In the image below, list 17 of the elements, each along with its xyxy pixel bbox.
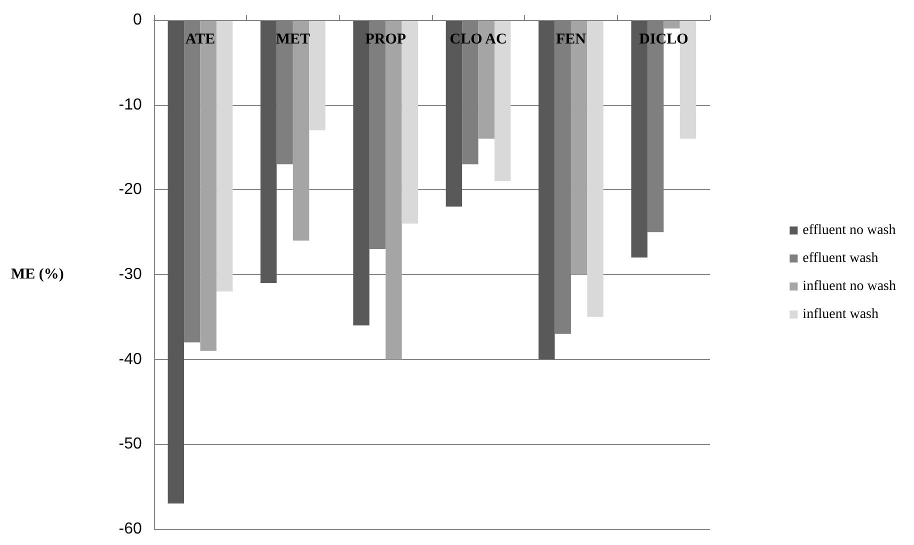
y-tick-label: -10 [118,96,142,114]
x-tick-label: FEN [556,32,586,48]
y-tick-label: -30 [118,266,142,283]
y-tick-label: -50 [118,436,142,453]
legend-label: influent wash [802,307,879,322]
x-tick-label: ATE [185,32,216,48]
legend-label: effluent no wash [802,223,896,238]
x-tick-label: MET [276,32,310,48]
y-tick-label: -40 [118,350,142,368]
x-tick-label: PROP [365,32,406,48]
y-tick-label: -60 [118,520,142,538]
y-axis-title: ME (%) [10,266,64,282]
y-tick-label: 0 [132,12,142,28]
legend-label: influent no wash [802,279,896,294]
legend-label: effluent wash [802,251,878,266]
y-tick-label: -20 [118,181,142,198]
x-tick-label: CLO AC [450,32,507,48]
